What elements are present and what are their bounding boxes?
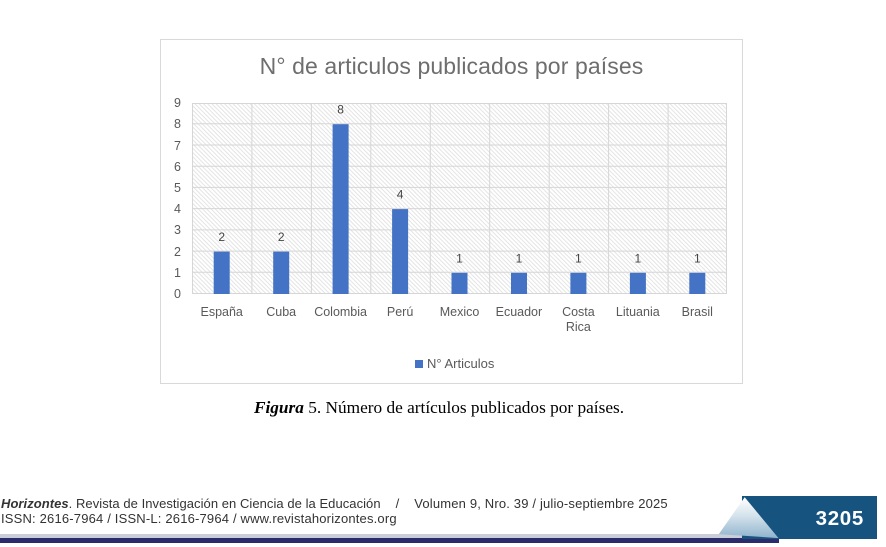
svg-text:1: 1 [694,251,701,265]
svg-text:1: 1 [456,251,463,265]
svg-text:1: 1 [635,251,642,265]
svg-text:4: 4 [397,188,404,202]
svg-text:1: 1 [575,251,582,265]
svg-text:8: 8 [337,103,344,117]
svg-text:2: 2 [218,230,225,244]
svg-text:2: 2 [278,230,285,244]
svg-text:1: 1 [516,251,523,265]
